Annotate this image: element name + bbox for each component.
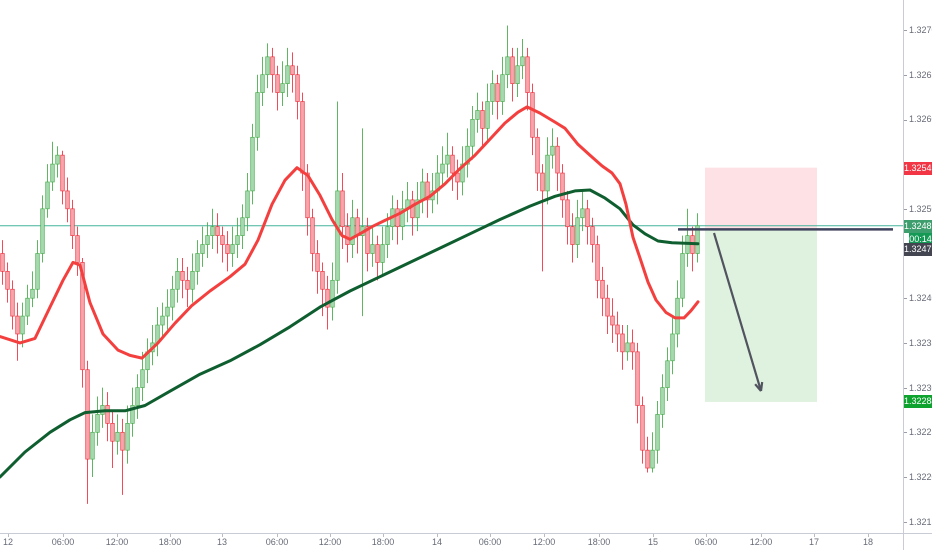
direction-arrow-head [754,381,764,392]
time-tick-mark [383,534,384,537]
time-tick-label: 06:00 [694,537,718,547]
reward-zone-box[interactable] [705,229,817,402]
time-tick-mark [277,534,278,537]
price-tick-label: 1.32700 [904,25,932,35]
take-profit-badge[interactable]: 1.32284 [904,394,932,408]
time-tick-mark [490,534,491,537]
time-tick-label: 13 [216,537,228,547]
time-tick-mark [437,534,438,537]
time-tick-label: 18:00 [371,537,395,547]
time-tick-label: 06:00 [478,537,502,547]
fast-ma-line [0,105,700,360]
price-tick-label: 1.32200 [904,472,932,482]
time-tick-mark [330,534,331,537]
time-tick-label: 12:00 [749,537,773,547]
candlestick-plot[interactable] [0,0,903,533]
time-tick-label: 18:00 [158,537,182,547]
bar-countdown-badge[interactable]: 00:14 [909,232,932,246]
time-tick-label: 15 [647,537,659,547]
time-tick-mark [814,534,815,537]
time-tick-label: 12:00 [105,537,129,547]
price-tick-label: 1.32650 [904,70,932,80]
time-tick-mark [63,534,64,537]
time-tick-label: 14 [431,537,443,547]
price-tick-label: 1.32400 [904,293,932,303]
risk-zone-box[interactable] [705,167,817,230]
time-tick-mark [761,534,762,537]
time-tick-mark [170,534,171,537]
time-tick-mark [706,534,707,537]
time-tick-mark [222,534,223,537]
time-tick-label: 06:00 [265,537,289,547]
time-axis[interactable]: 12 06:00 12:00 18:00 13 06:00 12:00 18:00 14 06:0… [0,533,932,550]
time-tick-mark [653,534,654,537]
slow-ma-line [0,188,700,479]
time-tick-label: 12 [2,537,14,547]
price-tick-label: 1.32500 [904,204,932,214]
time-tick-mark [599,534,600,537]
entry-price-badge[interactable]: 1.32477 [904,242,932,256]
time-tick-label: 17 [808,537,820,547]
direction-arrow[interactable] [712,232,763,392]
time-tick-label: 12:00 [318,537,342,547]
time-tick-mark [8,534,9,537]
axis-corner [903,533,932,550]
price-tick-label: 1.32250 [904,427,932,437]
time-tick-mark [117,534,118,537]
price-tick-label: 1.32350 [904,338,932,348]
stop-loss-badge[interactable]: 1.32546 [904,161,932,175]
time-tick-label: 18 [862,537,874,547]
price-tick-label: 1.32300 [904,383,932,393]
candlestick-series [0,25,700,504]
time-tick-label: 12:00 [532,537,556,547]
price-axis[interactable]: 1.32700 1.32650 1.32600 1.32500 1.32400 1.323… [903,0,932,533]
time-tick-label: 06:00 [51,537,75,547]
price-tick-label: 1.32600 [904,114,932,124]
price-tick-label: 1.32150 [904,517,932,527]
time-tick-label: 18:00 [587,537,611,547]
time-tick-mark [868,534,869,537]
time-tick-mark [544,534,545,537]
current-price-badge[interactable]: 1.32481 [904,219,932,233]
